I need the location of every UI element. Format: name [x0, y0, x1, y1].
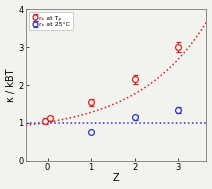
X-axis label: Z: Z — [113, 174, 119, 184]
Legend: rₑ at Tₚ, rₑ at 25°C: rₑ at Tₚ, rₑ at 25°C — [29, 12, 73, 30]
Y-axis label: κ / kBT: κ / kBT — [6, 68, 15, 102]
